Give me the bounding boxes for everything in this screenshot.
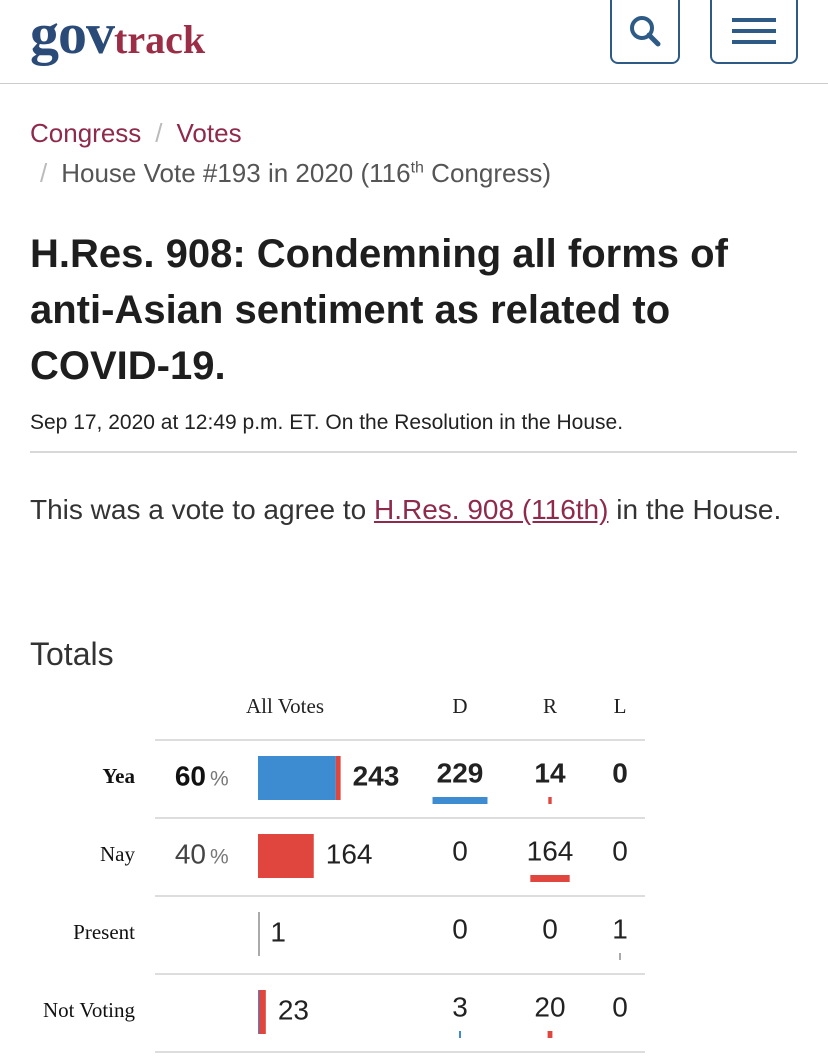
breadcrumb-link[interactable]: Congress <box>30 118 142 148</box>
column-header: L <box>614 694 627 718</box>
summary-text: in the House. <box>608 494 782 525</box>
search-button[interactable] <box>610 0 680 64</box>
total-bar-segment <box>258 990 260 1034</box>
breadcrumb-separator: / <box>40 158 48 188</box>
page-title: H.Res. 908: Condemning all forms of anti… <box>30 232 728 388</box>
party-count: 0 <box>612 991 628 1022</box>
current-text: House Vote #193 in 2020 (116 <box>61 158 411 188</box>
party-count: 20 <box>534 991 565 1022</box>
summary: This was a vote to agree to H.Res. 908 (… <box>30 488 800 532</box>
breadcrumb: Congress / Votes <box>30 118 242 149</box>
total-count: 23 <box>278 994 309 1025</box>
totals-heading: Totals <box>30 636 114 672</box>
logo[interactable]: govtrack <box>30 0 205 67</box>
totals-table: All Votes D R L Yea 60% 243 229 14 0 Nay 40% 164 0 164… <box>43 694 645 1053</box>
party-bar <box>547 1031 553 1038</box>
search-icon <box>630 16 661 47</box>
logo-gov: gov <box>30 1 115 66</box>
party-count: 0 <box>542 913 558 944</box>
summary-text: This was a vote to agree to <box>30 494 374 525</box>
menu-button[interactable] <box>710 0 798 64</box>
divider <box>30 451 797 453</box>
party-bar <box>548 797 552 804</box>
percent-sign: % <box>210 846 229 869</box>
bill-link[interactable]: H.Res. 908 (116th) <box>373 494 609 525</box>
menu-icon <box>732 18 776 44</box>
breadcrumb-separator: / <box>155 118 163 148</box>
percent: 60 <box>175 760 206 791</box>
total-bar-segment <box>259 990 266 1034</box>
logo-track: track <box>114 17 206 62</box>
column-header: R <box>543 694 557 718</box>
party-count: 0 <box>452 835 468 866</box>
row-label: Yea <box>102 764 135 788</box>
percent: 40 <box>175 838 206 869</box>
party-count: 3 <box>452 991 468 1022</box>
breadcrumb-link[interactable]: Votes <box>176 118 242 148</box>
total-bar-segment <box>258 834 314 878</box>
party-bar <box>619 953 621 960</box>
party-count: 0 <box>452 913 468 944</box>
column-header: All Votes <box>246 694 324 718</box>
row-label: Not Voting <box>43 998 135 1022</box>
percent-sign: % <box>210 768 229 791</box>
party-count: 164 <box>527 835 574 866</box>
total-count: 243 <box>353 760 400 791</box>
party-count: 14 <box>534 757 566 788</box>
party-bar <box>459 1031 461 1038</box>
header-border <box>0 83 828 84</box>
total-bar-segment <box>258 756 336 800</box>
row-label: Present <box>73 920 135 944</box>
breadcrumb-current: House Vote #193 in 2020 (116th Congress) <box>61 158 551 188</box>
party-bar <box>530 875 570 882</box>
total-bar-segment <box>335 756 341 800</box>
row-label: Nay <box>100 842 135 866</box>
party-count: 0 <box>612 835 628 866</box>
vote-meta: Sep 17, 2020 at 12:49 p.m. ET. On the Re… <box>30 411 624 434</box>
current-text: Congress) <box>423 158 552 188</box>
total-count: 1 <box>270 916 286 947</box>
party-count: 0 <box>612 757 628 788</box>
breadcrumb-current-line: / House Vote #193 in 2020 (116th Congress… <box>26 158 551 189</box>
party-count: 1 <box>612 913 628 944</box>
total-count: 164 <box>326 838 373 869</box>
total-bar-segment <box>258 912 260 956</box>
current-sup: th <box>410 159 424 177</box>
column-header: D <box>452 694 467 718</box>
party-count: 229 <box>437 757 484 788</box>
party-bar <box>432 797 488 804</box>
